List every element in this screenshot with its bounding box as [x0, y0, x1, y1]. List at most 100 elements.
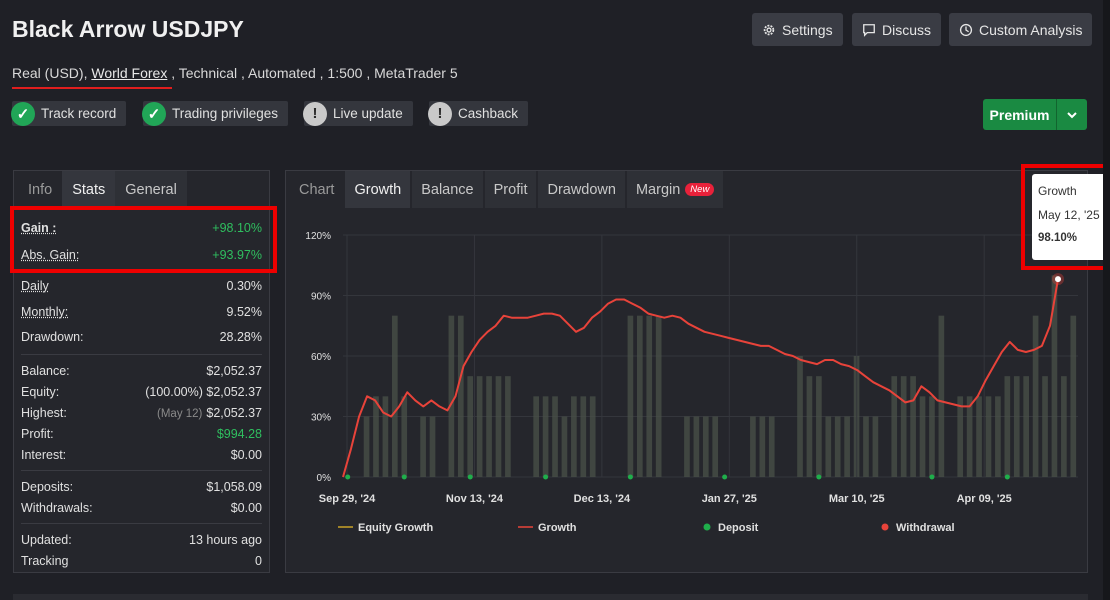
monthly-value: 9.52% [226, 304, 262, 319]
check-icon: ✓ [11, 101, 35, 126]
bar [552, 396, 558, 477]
highest-label: Highest: [21, 405, 67, 420]
custom-analysis-button[interactable]: Custom Analysis [949, 13, 1093, 46]
discuss-label: Discuss [882, 21, 932, 38]
abs-gain-label: Abs. Gain: [21, 247, 80, 262]
tab-margin[interactable]: Margin New [626, 171, 724, 208]
tab-profit[interactable]: Profit [484, 171, 537, 208]
bar [929, 396, 935, 477]
broker-link[interactable]: World Forex [91, 65, 168, 81]
x-tick-label: Apr 09, '25 [957, 493, 1012, 505]
profit-label: Profit: [21, 426, 54, 441]
bar [957, 396, 964, 477]
legend-withdrawal-label: Withdrawal [896, 522, 955, 534]
bar [693, 416, 700, 477]
tab-chart[interactable]: Chart [299, 181, 335, 198]
equity-value: $2,052.37 [206, 384, 262, 399]
tab-drawdown[interactable]: Drawdown [538, 171, 625, 208]
chat-icon [863, 23, 875, 37]
x-tick-label: Sep 29, '24 [319, 493, 376, 505]
deposit-marker [467, 474, 473, 480]
tracking-label: Tracking [21, 553, 69, 568]
bar [768, 416, 775, 477]
equity-percent: (100.00%) [145, 384, 203, 399]
bar [486, 376, 492, 477]
bar [637, 315, 643, 477]
legend-equity-growth-label: Equity Growth [358, 522, 433, 534]
bar [495, 376, 502, 477]
bar [505, 376, 511, 477]
deposit-marker [543, 474, 549, 480]
legend-growth-label: Growth [538, 522, 577, 534]
bar [1013, 376, 1020, 477]
bar [919, 396, 926, 477]
highlight-box-tooltip [1021, 164, 1109, 270]
bar [1004, 376, 1011, 477]
badge-trading-privileges: ✓ Trading privileges [142, 101, 289, 126]
bar [429, 416, 436, 477]
deposit-marker [722, 474, 728, 480]
subtitle-highlight-underline [12, 87, 172, 89]
clock-icon [959, 23, 973, 36]
bar [966, 396, 973, 477]
tab-balance[interactable]: Balance [412, 171, 483, 208]
tooltip-label: Growth [1038, 184, 1077, 198]
tab-info[interactable]: Info [28, 181, 53, 198]
chart-tooltip: Growth May 12, '25 98.10% [1032, 174, 1106, 260]
bar [910, 376, 916, 477]
y-tick-label: 60% [311, 352, 331, 363]
growth-chart[interactable]: 0% 30% 60% 90% 120% Sep 29, '24 Nov 13, '24 Dec… [286, 209, 1087, 572]
x-tick-label: Mar 10, '25 [829, 493, 885, 505]
bar [1032, 315, 1039, 477]
balance-label: Balance: [21, 363, 70, 378]
tab-general[interactable]: General [115, 171, 187, 208]
highlight-point [1055, 276, 1061, 283]
badge-label: Track record [41, 106, 117, 121]
bar [448, 315, 455, 477]
drawdown-label: Drawdown: [21, 329, 84, 344]
page-title: Black Arrow USDJPY [12, 16, 244, 42]
bar [1061, 376, 1067, 477]
discuss-button[interactable]: Discuss [852, 13, 942, 46]
bar [825, 416, 832, 477]
page-edge [1103, 0, 1110, 600]
settings-button[interactable]: Settings [752, 13, 843, 46]
tab-growth[interactable]: Growth [345, 171, 411, 208]
check-icon: ✓ [142, 101, 166, 126]
deposit-marker [929, 474, 935, 480]
bar [382, 396, 389, 477]
bar [985, 396, 992, 477]
bar [646, 315, 653, 477]
bar [834, 416, 841, 477]
bar [938, 315, 945, 477]
gain-label: Gain : [21, 220, 57, 235]
deposit-marker [401, 474, 407, 480]
bar [702, 416, 709, 477]
y-tick-label: 90% [311, 292, 331, 303]
chevron-down-icon[interactable] [1057, 99, 1087, 130]
badge-label: Live update [333, 106, 403, 121]
badge-label: Cashback [458, 106, 519, 121]
tracking-value: 0 [255, 553, 262, 568]
bar [891, 376, 898, 477]
updated-label: Updated: [21, 532, 72, 547]
balance-value: $2,052.37 [206, 363, 262, 378]
subtitle-suffix: , Technical , Automated , 1:500 , MetaTr… [171, 65, 458, 81]
bar [373, 396, 379, 477]
deposit-marker [627, 474, 633, 480]
withdrawals-label: Withdrawals: [21, 500, 93, 515]
bar [363, 416, 370, 477]
interest-value: $0.00 [230, 447, 262, 462]
chart-panel: Chart Growth Balance Profit Drawdown Mar… [285, 170, 1088, 573]
highlight-box-gain [10, 206, 277, 273]
premium-button[interactable]: Premium [983, 99, 1087, 130]
exclamation-icon: ! [303, 101, 327, 126]
gear-icon [763, 24, 775, 35]
bar [712, 416, 719, 477]
drawdown-value: 28.28% [219, 329, 262, 344]
tab-stats[interactable]: Stats [62, 171, 116, 208]
subtitle-prefix: Real (USD), [12, 65, 88, 81]
bar [844, 416, 850, 477]
bar [571, 396, 577, 477]
bar [561, 416, 568, 477]
